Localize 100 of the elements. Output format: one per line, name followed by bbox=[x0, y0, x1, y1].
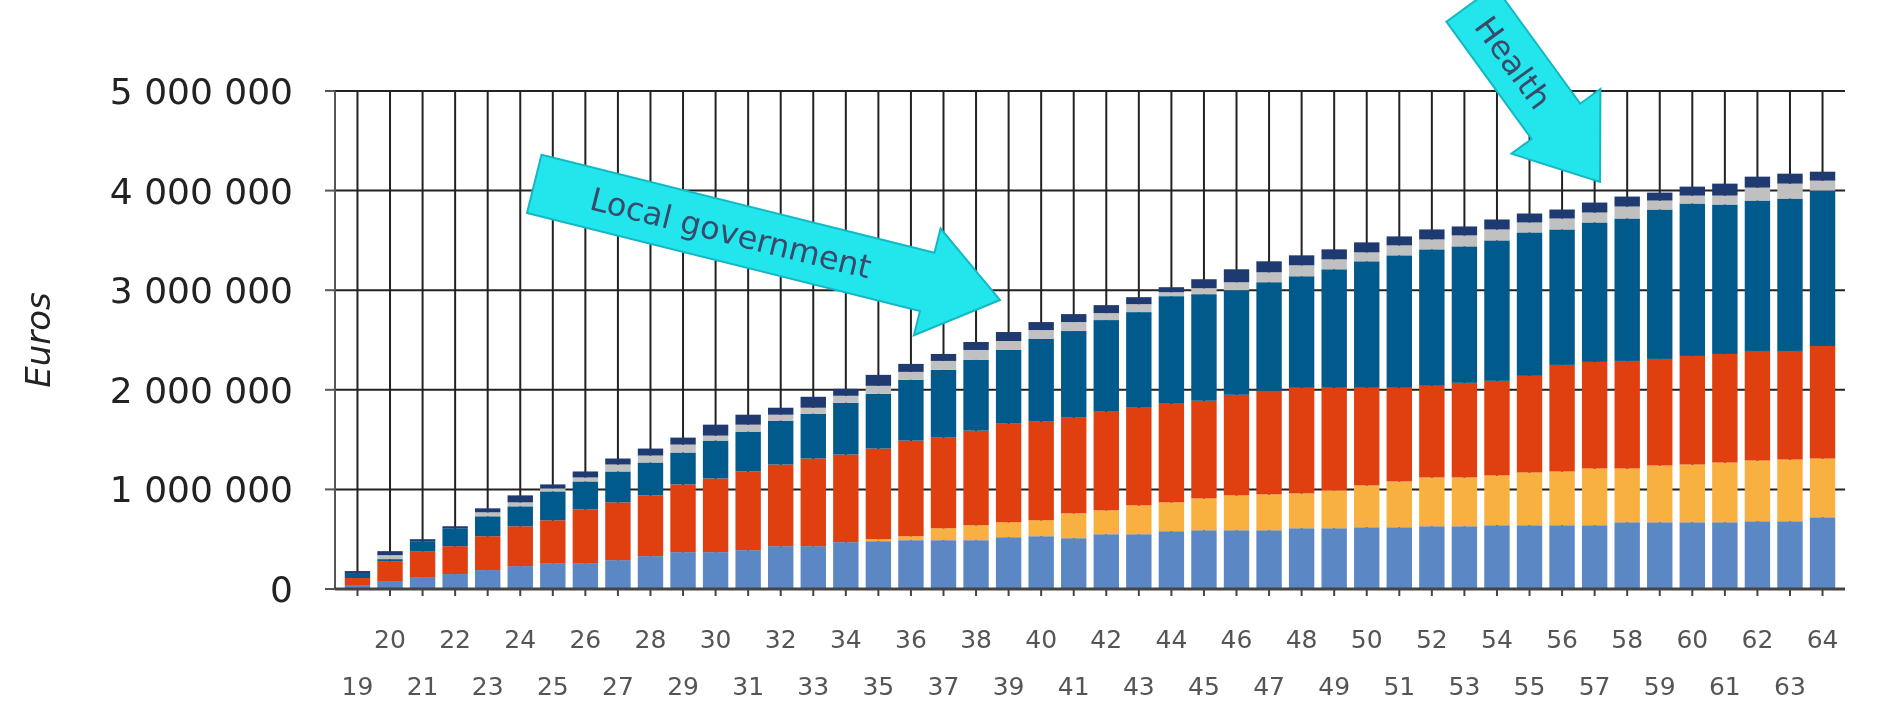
bar bbox=[1256, 282, 1282, 391]
bar bbox=[1679, 186, 1705, 196]
bar bbox=[833, 542, 859, 589]
bar bbox=[540, 488, 566, 492]
x-tick-label: 19 bbox=[341, 672, 374, 701]
bar bbox=[898, 379, 924, 441]
bar bbox=[800, 546, 826, 589]
bar bbox=[1223, 282, 1250, 291]
bar bbox=[637, 495, 664, 557]
x-tick-label: 29 bbox=[667, 672, 699, 701]
bar bbox=[540, 484, 566, 489]
bar bbox=[1809, 345, 1836, 459]
x-tick-label: 34 bbox=[829, 625, 862, 654]
bar bbox=[1809, 180, 1836, 191]
bar bbox=[1158, 502, 1185, 532]
bar bbox=[507, 526, 533, 567]
bar bbox=[1191, 530, 1217, 589]
bar bbox=[995, 349, 1022, 424]
bar bbox=[1321, 249, 1347, 260]
bar bbox=[1809, 171, 1836, 181]
bar bbox=[1126, 505, 1152, 535]
x-tick-label: 57 bbox=[1578, 672, 1611, 701]
bar bbox=[540, 520, 566, 564]
x-tick-label: 24 bbox=[504, 625, 537, 654]
bar bbox=[637, 556, 664, 589]
bar bbox=[1581, 525, 1608, 589]
bar bbox=[1028, 330, 1054, 339]
bar bbox=[409, 577, 436, 589]
bar bbox=[1191, 498, 1217, 531]
bar bbox=[1028, 339, 1054, 422]
bar bbox=[605, 502, 631, 561]
bar bbox=[1158, 287, 1185, 293]
bar bbox=[1516, 525, 1543, 589]
bar bbox=[475, 508, 501, 513]
bar bbox=[1679, 195, 1705, 204]
bar bbox=[1419, 229, 1445, 240]
y-tick-label: 2 000 000 bbox=[109, 369, 293, 411]
bar bbox=[1484, 475, 1510, 526]
bar bbox=[1777, 198, 1803, 351]
x-tick-label: 49 bbox=[1318, 672, 1351, 701]
bar bbox=[1288, 276, 1315, 388]
bar bbox=[963, 359, 989, 431]
bar bbox=[1744, 187, 1771, 201]
bar bbox=[833, 395, 859, 403]
bar bbox=[1451, 246, 1478, 383]
bar bbox=[1451, 235, 1478, 247]
x-tick-label: 31 bbox=[732, 672, 765, 701]
bar bbox=[475, 512, 501, 517]
bar bbox=[605, 458, 631, 465]
bar bbox=[1126, 304, 1152, 313]
bar bbox=[1256, 261, 1282, 273]
bar bbox=[735, 414, 761, 425]
bar bbox=[1126, 407, 1152, 506]
bar bbox=[865, 541, 892, 589]
bar bbox=[1354, 485, 1380, 528]
bar bbox=[865, 448, 892, 540]
x-tick-label: 37 bbox=[927, 672, 960, 701]
x-tick-label: 50 bbox=[1350, 625, 1383, 654]
bar bbox=[507, 506, 533, 527]
bar bbox=[1386, 245, 1412, 256]
bar bbox=[442, 546, 468, 575]
bar bbox=[865, 393, 892, 449]
bar bbox=[898, 536, 924, 541]
bar bbox=[1093, 510, 1119, 535]
bar bbox=[670, 552, 696, 589]
bar bbox=[1288, 265, 1315, 277]
x-tick-label: 52 bbox=[1415, 625, 1448, 654]
x-tick-label: 59 bbox=[1643, 672, 1676, 701]
bar bbox=[1679, 355, 1705, 465]
bar bbox=[1158, 531, 1185, 589]
bar bbox=[995, 423, 1022, 523]
bar bbox=[930, 437, 957, 529]
bar bbox=[995, 537, 1022, 589]
bar bbox=[1712, 204, 1738, 354]
bar bbox=[1712, 195, 1738, 205]
bar bbox=[1419, 385, 1445, 478]
bar bbox=[377, 551, 403, 556]
bar bbox=[1158, 292, 1185, 297]
bar bbox=[1614, 206, 1640, 219]
bar bbox=[963, 341, 989, 350]
bar bbox=[1777, 459, 1803, 522]
bar bbox=[702, 478, 729, 553]
bar bbox=[1028, 536, 1054, 589]
bar bbox=[702, 552, 729, 589]
bar bbox=[1386, 387, 1412, 482]
bar bbox=[1484, 240, 1510, 381]
bar bbox=[800, 413, 826, 459]
bar bbox=[1093, 313, 1119, 321]
bar bbox=[1484, 219, 1510, 230]
bar bbox=[1386, 255, 1412, 388]
bar bbox=[1061, 314, 1087, 323]
x-tick-label: 25 bbox=[536, 672, 569, 701]
bar bbox=[572, 481, 599, 510]
x-tick-label: 60 bbox=[1676, 625, 1709, 654]
bar bbox=[1288, 493, 1315, 529]
bar bbox=[507, 566, 533, 589]
bar bbox=[768, 464, 794, 547]
bar bbox=[833, 402, 859, 455]
bar bbox=[963, 349, 989, 360]
bar bbox=[800, 407, 826, 414]
